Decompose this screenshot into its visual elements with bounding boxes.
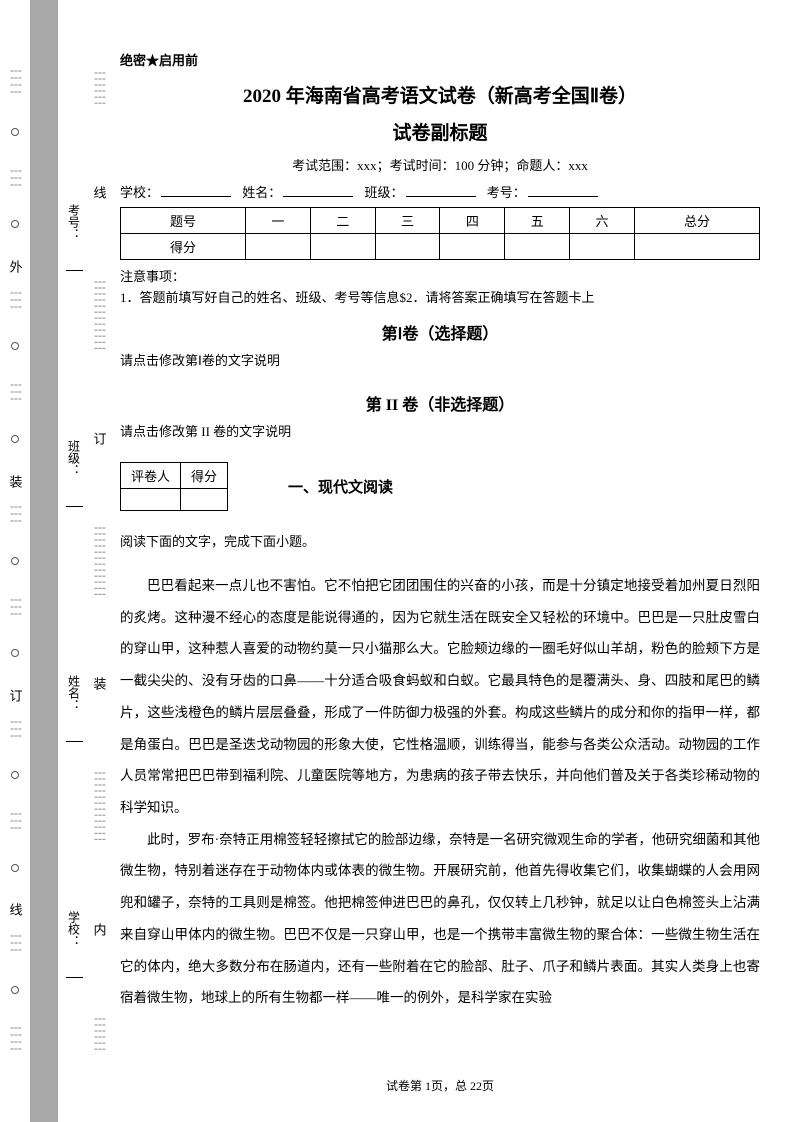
label-name: 姓名： [242, 185, 281, 200]
gray-strip [30, 0, 58, 1122]
label-id: 考号： [487, 185, 526, 200]
binding-dots: ┆┆┆ [10, 290, 21, 311]
table-row: 评卷人 得分 [121, 463, 228, 489]
binding-dots: ┆┆┆ [10, 504, 21, 525]
binding-circle [11, 986, 19, 994]
binding-char: 装 [90, 677, 109, 690]
cell[interactable] [505, 234, 570, 260]
binding-dots: ┆┆┆ [10, 382, 21, 403]
binding-dots: ┆┆┆ [10, 597, 21, 618]
cell: 总分 [634, 208, 759, 234]
table-row: 得分 [121, 234, 760, 260]
section-header-row: 评卷人 得分 一、现代文阅读 [120, 462, 760, 511]
binding-char: 线 [6, 903, 25, 916]
cell[interactable] [440, 234, 505, 260]
cell: 得分 [181, 463, 228, 489]
label-school: 学校： [120, 185, 159, 200]
cell: 六 [570, 208, 635, 234]
cell[interactable] [375, 234, 440, 260]
reading-intro: 阅读下面的文字，完成下面小题。 [120, 531, 760, 550]
binding-circle [11, 128, 19, 136]
binding-circle [11, 771, 19, 779]
score-table: 题号 一 二 三 四 五 六 总分 得分 [120, 207, 760, 260]
binding-dots: ┆┆┆┆ [10, 68, 21, 96]
cell: 四 [440, 208, 505, 234]
cell[interactable] [570, 234, 635, 260]
binding-dots: ┆┆┆ [10, 719, 21, 740]
binding-char: 内 [90, 923, 109, 936]
side-label: 姓名： [66, 675, 83, 742]
binding-circle [11, 220, 19, 228]
volume2-title: 第 II 卷（非选择题） [120, 391, 760, 415]
student-info-line: 学校： 姓名： 班级： 考号： [120, 182, 760, 201]
passage-paragraph: 巴巴看起来一点儿也不害怕。它不怕把它团团围住的兴奋的小孩，而是十分镇定地接受着加… [120, 570, 760, 824]
grader-table: 评卷人 得分 [120, 462, 228, 511]
binding-dots: ┆┆┆ [10, 811, 21, 832]
page-content: 绝密★启用前 2020 年海南省高考语文试卷（新高考全国Ⅱ卷） 试卷副标题 考试… [120, 50, 760, 1014]
section1-title: 一、现代文阅读 [288, 476, 393, 497]
table-row [121, 489, 228, 511]
binding-circle [11, 557, 19, 565]
volume1-desc: 请点击修改第Ⅰ卷的文字说明 [120, 350, 760, 369]
side-label-column: 考号： 班级： 姓名： 学校： [58, 0, 90, 1122]
cell[interactable] [310, 234, 375, 260]
binding-dots: ┆┆┆┆┆┆┆┆┆┆┆┆ [94, 770, 105, 842]
confidential-mark: 绝密★启用前 [120, 50, 760, 69]
binding-char: 订 [6, 689, 25, 702]
cell[interactable] [181, 489, 228, 511]
volume2-desc: 请点击修改第 II 卷的文字说明 [120, 421, 760, 440]
cell[interactable] [121, 489, 181, 511]
blank-id[interactable] [528, 196, 598, 197]
binding-dots: ┆┆┆ [10, 933, 21, 954]
cell: 五 [505, 208, 570, 234]
binding-dots: ┆┆┆┆┆┆┆┆┆┆┆┆ [94, 279, 105, 351]
binding-dots: ┆┆┆┆┆┆┆┆┆┆┆┆ [94, 525, 105, 597]
binding-char: 装 [6, 475, 25, 488]
notice-title: 注意事项： [120, 266, 760, 285]
binding-margin-outer: ┆┆┆┆ ┆┆┆ 外 ┆┆┆ ┆┆┆ 装 ┆┆┆ ┆┆┆ 订 ┆┆┆ ┆┆┆ 线… [0, 0, 30, 1122]
binding-dots: ┆┆┆┆┆┆ [94, 70, 105, 106]
notice-line: 1．答题前填写好自己的姓名、班级、考号等信息$2．请将答案正确填写在答题卡上 [120, 287, 760, 306]
label-class: 班级： [365, 185, 404, 200]
exam-subtitle: 试卷副标题 [120, 118, 760, 145]
blank-name[interactable] [283, 196, 353, 197]
cell[interactable] [634, 234, 759, 260]
cell: 二 [310, 208, 375, 234]
binding-margin-inner: ┆┆┆┆┆┆ 线 ┆┆┆┆┆┆┆┆┆┆┆┆ 订 ┆┆┆┆┆┆┆┆┆┆┆┆ 装 ┆… [90, 0, 108, 1122]
passage-paragraph: 此时，罗布·奈特正用棉签轻轻擦拭它的脸部边缘，奈特是一名研究微观生命的学者，他研… [120, 824, 760, 1014]
binding-char: 订 [90, 432, 109, 445]
exam-info: 考试范围：xxx；考试时间：100 分钟；命题人：xxx [120, 155, 760, 174]
side-label: 学校： [66, 911, 83, 978]
cell: 题号 [121, 208, 246, 234]
binding-dots: ┆┆┆ [10, 168, 21, 189]
page-footer: 试卷第 1页，总 22页 [120, 1077, 760, 1094]
binding-circle [11, 649, 19, 657]
binding-circle [11, 342, 19, 350]
exam-title: 2020 年海南省高考语文试卷（新高考全国Ⅱ卷） [120, 81, 760, 108]
cell: 得分 [121, 234, 246, 260]
cell[interactable] [245, 234, 310, 260]
binding-circle [11, 864, 19, 872]
blank-class[interactable] [406, 196, 476, 197]
binding-char: 线 [90, 186, 109, 199]
volume1-title: 第Ⅰ卷（选择题） [120, 320, 760, 344]
side-label: 班级： [66, 440, 83, 507]
cell: 一 [245, 208, 310, 234]
binding-char: 外 [6, 260, 25, 273]
cell: 三 [375, 208, 440, 234]
blank-school[interactable] [161, 196, 231, 197]
binding-dots: ┆┆┆┆┆┆ [94, 1016, 105, 1052]
binding-circle [11, 435, 19, 443]
side-label: 考号： [66, 204, 83, 271]
binding-dots: ┆┆┆┆ [10, 1025, 21, 1053]
table-row: 题号 一 二 三 四 五 六 总分 [121, 208, 760, 234]
cell: 评卷人 [121, 463, 181, 489]
